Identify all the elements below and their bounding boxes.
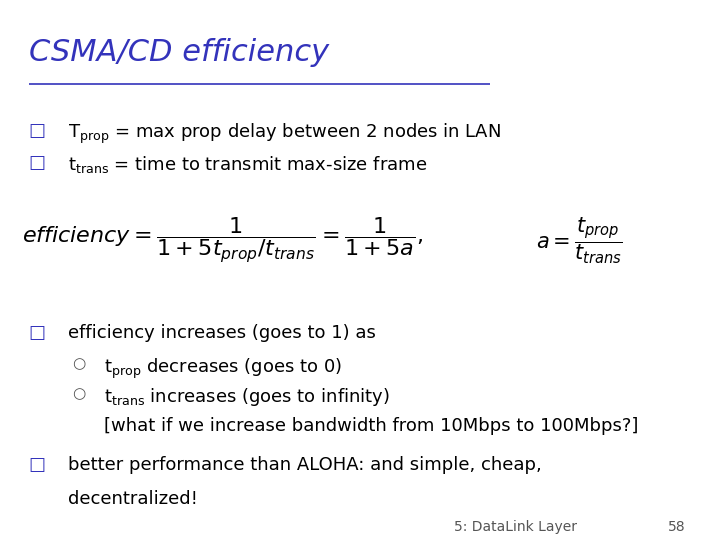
Text: t$_{\mathregular{trans}}$ = time to transmit max-size frame: t$_{\mathregular{trans}}$ = time to tran…	[68, 154, 428, 175]
Text: $a = \dfrac{t_{prop}}{t_{trans}}$: $a = \dfrac{t_{prop}}{t_{trans}}$	[536, 215, 624, 266]
Text: decentralized!: decentralized!	[68, 490, 198, 508]
Text: □: □	[29, 324, 46, 342]
Text: T$_{\mathregular{prop}}$ = max prop delay between 2 nodes in LAN: T$_{\mathregular{prop}}$ = max prop dela…	[68, 122, 501, 146]
Text: t$_{\mathregular{trans}}$ increases (goes to infinity): t$_{\mathregular{trans}}$ increases (goe…	[104, 386, 390, 408]
Text: [what if we increase bandwidth from 10Mbps to 100Mbps?]: [what if we increase bandwidth from 10Mb…	[104, 417, 639, 435]
Text: ○: ○	[72, 356, 85, 372]
Text: 5: DataLink Layer: 5: DataLink Layer	[454, 519, 577, 534]
Text: □: □	[29, 154, 46, 172]
Text: t$_{\mathregular{prop}}$ decreases (goes to 0): t$_{\mathregular{prop}}$ decreases (goes…	[104, 356, 343, 381]
Text: efficiency increases (goes to 1) as: efficiency increases (goes to 1) as	[68, 324, 377, 342]
Text: 58: 58	[668, 519, 685, 534]
Text: $\mathit{efficiency} = \dfrac{1}{1+5t_{prop}/t_{trans}} = \dfrac{1}{1+5a},$: $\mathit{efficiency} = \dfrac{1}{1+5t_{p…	[22, 215, 423, 265]
Text: □: □	[29, 456, 46, 474]
Text: ○: ○	[72, 386, 85, 401]
Text: □: □	[29, 122, 46, 139]
Text: CSMA/CD efficiency: CSMA/CD efficiency	[29, 38, 329, 67]
Text: better performance than ALOHA: and simple, cheap,: better performance than ALOHA: and simpl…	[68, 456, 542, 474]
